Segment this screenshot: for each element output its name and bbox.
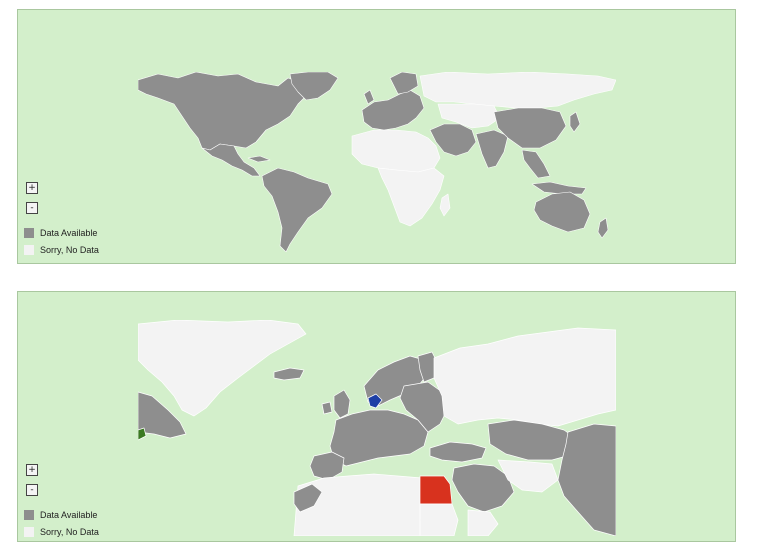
world-map[interactable] bbox=[138, 72, 616, 252]
map-legend: Data Available Sorry, No Data bbox=[24, 506, 99, 540]
country-egypt[interactable] bbox=[419, 475, 453, 505]
country-uk[interactable] bbox=[333, 389, 351, 419]
country-australia[interactable] bbox=[533, 191, 591, 233]
country-middle-east[interactable] bbox=[451, 463, 515, 513]
country-china[interactable] bbox=[493, 107, 567, 149]
country-turkey[interactable] bbox=[429, 441, 487, 463]
country-sudan[interactable] bbox=[419, 503, 459, 536]
country-russia[interactable] bbox=[433, 327, 616, 427]
country-new-zealand[interactable] bbox=[597, 217, 609, 239]
country-arabia-south[interactable] bbox=[467, 509, 499, 536]
country-south-africa[interactable] bbox=[377, 167, 445, 227]
legend-item-no-data: Sorry, No Data bbox=[24, 241, 99, 258]
country-russia[interactable] bbox=[419, 72, 616, 109]
region-canada-highlight[interactable] bbox=[138, 427, 147, 441]
legend-item-data-available: Data Available bbox=[24, 224, 99, 241]
country-cuba[interactable] bbox=[247, 155, 271, 163]
country-madagascar[interactable] bbox=[439, 193, 451, 217]
country-western-europe[interactable] bbox=[361, 89, 425, 131]
legend-swatch-no-data bbox=[24, 526, 34, 537]
zoomed-map[interactable] bbox=[138, 320, 616, 536]
country-uk[interactable] bbox=[363, 89, 375, 105]
country-scandinavia[interactable] bbox=[389, 72, 419, 95]
country-southeast-asia[interactable] bbox=[521, 149, 551, 179]
legend-label: Data Available bbox=[40, 227, 98, 238]
zoomed-map-panel[interactable]: + - Data Available Sorry, No Data bbox=[17, 291, 736, 542]
country-indonesia[interactable] bbox=[531, 181, 587, 195]
country-greenland[interactable] bbox=[289, 72, 339, 101]
country-north-africa[interactable] bbox=[293, 473, 441, 536]
country-central-asia[interactable] bbox=[437, 103, 501, 129]
country-iran[interactable] bbox=[497, 459, 559, 493]
country-far-east[interactable] bbox=[557, 423, 616, 536]
zoom-out-button[interactable]: - bbox=[26, 484, 38, 496]
country-north-africa[interactable] bbox=[351, 129, 441, 173]
country-mexico[interactable] bbox=[201, 143, 261, 177]
country-denmark[interactable] bbox=[367, 393, 383, 409]
country-south-america[interactable] bbox=[261, 167, 333, 252]
country-iberia[interactable] bbox=[309, 451, 345, 481]
country-ireland[interactable] bbox=[321, 401, 333, 415]
legend-item-data-available: Data Available bbox=[24, 506, 99, 523]
zoom-in-button[interactable]: + bbox=[26, 182, 38, 194]
zoom-in-button[interactable]: + bbox=[26, 464, 38, 476]
country-greenland[interactable] bbox=[138, 320, 307, 417]
country-japan[interactable] bbox=[569, 111, 581, 133]
country-middle-east[interactable] bbox=[429, 123, 477, 157]
country-eastern-europe[interactable] bbox=[399, 381, 449, 433]
legend-swatch-data-available bbox=[24, 509, 34, 520]
legend-label: Sorry, No Data bbox=[40, 244, 99, 255]
legend-item-no-data: Sorry, No Data bbox=[24, 523, 99, 540]
zoom-out-button[interactable]: - bbox=[26, 202, 38, 214]
world-map-panel[interactable]: + - Data Available Sorry, No Data bbox=[17, 9, 736, 264]
country-western-europe[interactable] bbox=[329, 409, 429, 467]
country-morocco[interactable] bbox=[293, 483, 323, 513]
legend-swatch-data-available bbox=[24, 227, 34, 238]
country-india[interactable] bbox=[475, 129, 509, 169]
legend-label: Data Available bbox=[40, 509, 98, 520]
legend-swatch-no-data bbox=[24, 244, 34, 255]
country-usa-canada[interactable] bbox=[138, 72, 309, 151]
legend-label: Sorry, No Data bbox=[40, 526, 99, 537]
country-iceland[interactable] bbox=[273, 367, 305, 381]
map-legend: Data Available Sorry, No Data bbox=[24, 224, 99, 258]
